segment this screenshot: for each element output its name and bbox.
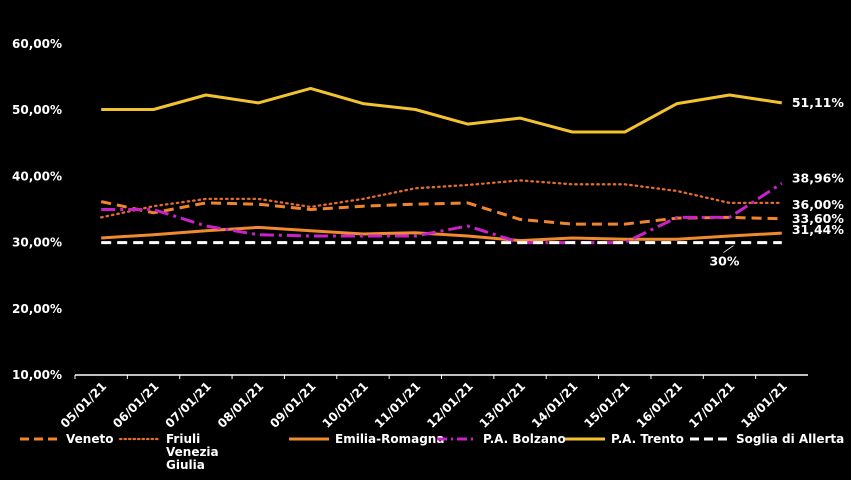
series-layer	[100, 86, 783, 245]
x-tick-label: 06/01/21	[110, 379, 162, 430]
end-label-emilia-romagna: 31,44%	[792, 222, 845, 237]
legend-label-emilia: Emilia-Romagna	[335, 432, 445, 446]
legend-label-bolzano: P.A. Bolzano	[483, 432, 566, 446]
legend-swatch-friuli	[118, 437, 162, 441]
series-line-p-a-bolzano	[101, 182, 783, 245]
x-tick-label: 08/01/21	[215, 379, 267, 430]
legend-label-veneto: Veneto	[66, 432, 114, 446]
end-label-friuli-venezia-giulia: 36,00%	[792, 197, 845, 212]
series-line-p-a-trento	[101, 86, 783, 134]
x-tick-label: 18/01/21	[738, 379, 790, 430]
legend-label-friuli: Friuli Venezia Giulia	[166, 432, 219, 472]
x-tick-label: 15/01/21	[581, 379, 633, 430]
x-tick-label: 11/01/21	[372, 379, 424, 430]
y-tick-label: 30,00%	[12, 236, 62, 250]
legend-swatch-veneto	[20, 437, 60, 441]
end-label-p-a-bolzano: 38,96%	[792, 170, 845, 185]
legend-item-emilia: Emilia-Romagna	[287, 433, 444, 446]
legend-item-veneto: Veneto	[18, 433, 113, 446]
y-tick-label: 40,00%	[12, 169, 62, 183]
y-tick-label: 50,00%	[12, 103, 62, 117]
legend-swatch-soglia	[690, 437, 730, 441]
x-tick-label: 10/01/21	[320, 379, 372, 430]
legend-item-friuli: Friuli Venezia Giulia	[118, 433, 246, 472]
line-chart: 10,00% 20,00% 30,00% 40,00% 50,00% 60,00% 05/0…	[12, 37, 844, 430]
legend-swatch-trento	[565, 437, 605, 441]
y-tick-label: 20,00%	[12, 302, 62, 316]
x-tick-label: 09/01/21	[267, 379, 319, 430]
legend-label-trento: P.A. Trento	[611, 432, 684, 446]
legend-item-soglia: Soglia di Allerta	[688, 433, 844, 446]
y-tick-label: 10,00%	[12, 368, 62, 382]
legend: Veneto Friuli Venezia Giulia Emilia-Roma…	[0, 433, 851, 473]
legend-swatch-bolzano	[437, 437, 477, 441]
series-line-friuli-venezia-giulia	[100, 179, 783, 219]
x-tick-label: 12/01/21	[424, 379, 476, 430]
x-tick-label: 13/01/21	[477, 379, 529, 430]
y-tick-label: 60,00%	[12, 37, 62, 51]
series-line-emilia-romagna	[101, 225, 782, 243]
x-tick-label: 05/01/21	[58, 379, 110, 430]
legend-label-soglia: Soglia di Allerta	[736, 432, 845, 446]
threshold-leader-line	[723, 245, 734, 253]
series-line-veneto	[100, 200, 782, 226]
legend-item-bolzano: P.A. Bolzano	[435, 433, 566, 446]
end-label-p-a-trento: 51,11%	[792, 95, 845, 110]
legend-swatch-emilia	[289, 437, 329, 441]
x-tick-label: 17/01/21	[686, 379, 738, 430]
x-tick-label: 16/01/21	[634, 379, 686, 430]
x-tick-label: 14/01/21	[529, 379, 581, 430]
end-labels: 51,11% 38,96% 36,00%33,60%31,44% 30%	[709, 95, 844, 269]
end-label-veneto: 33,60%	[792, 211, 845, 226]
legend-item-trento: P.A. Trento	[563, 433, 684, 446]
x-tick-label: 07/01/21	[162, 379, 214, 430]
end-label-soglia-di-allerta: 30%	[709, 254, 739, 269]
